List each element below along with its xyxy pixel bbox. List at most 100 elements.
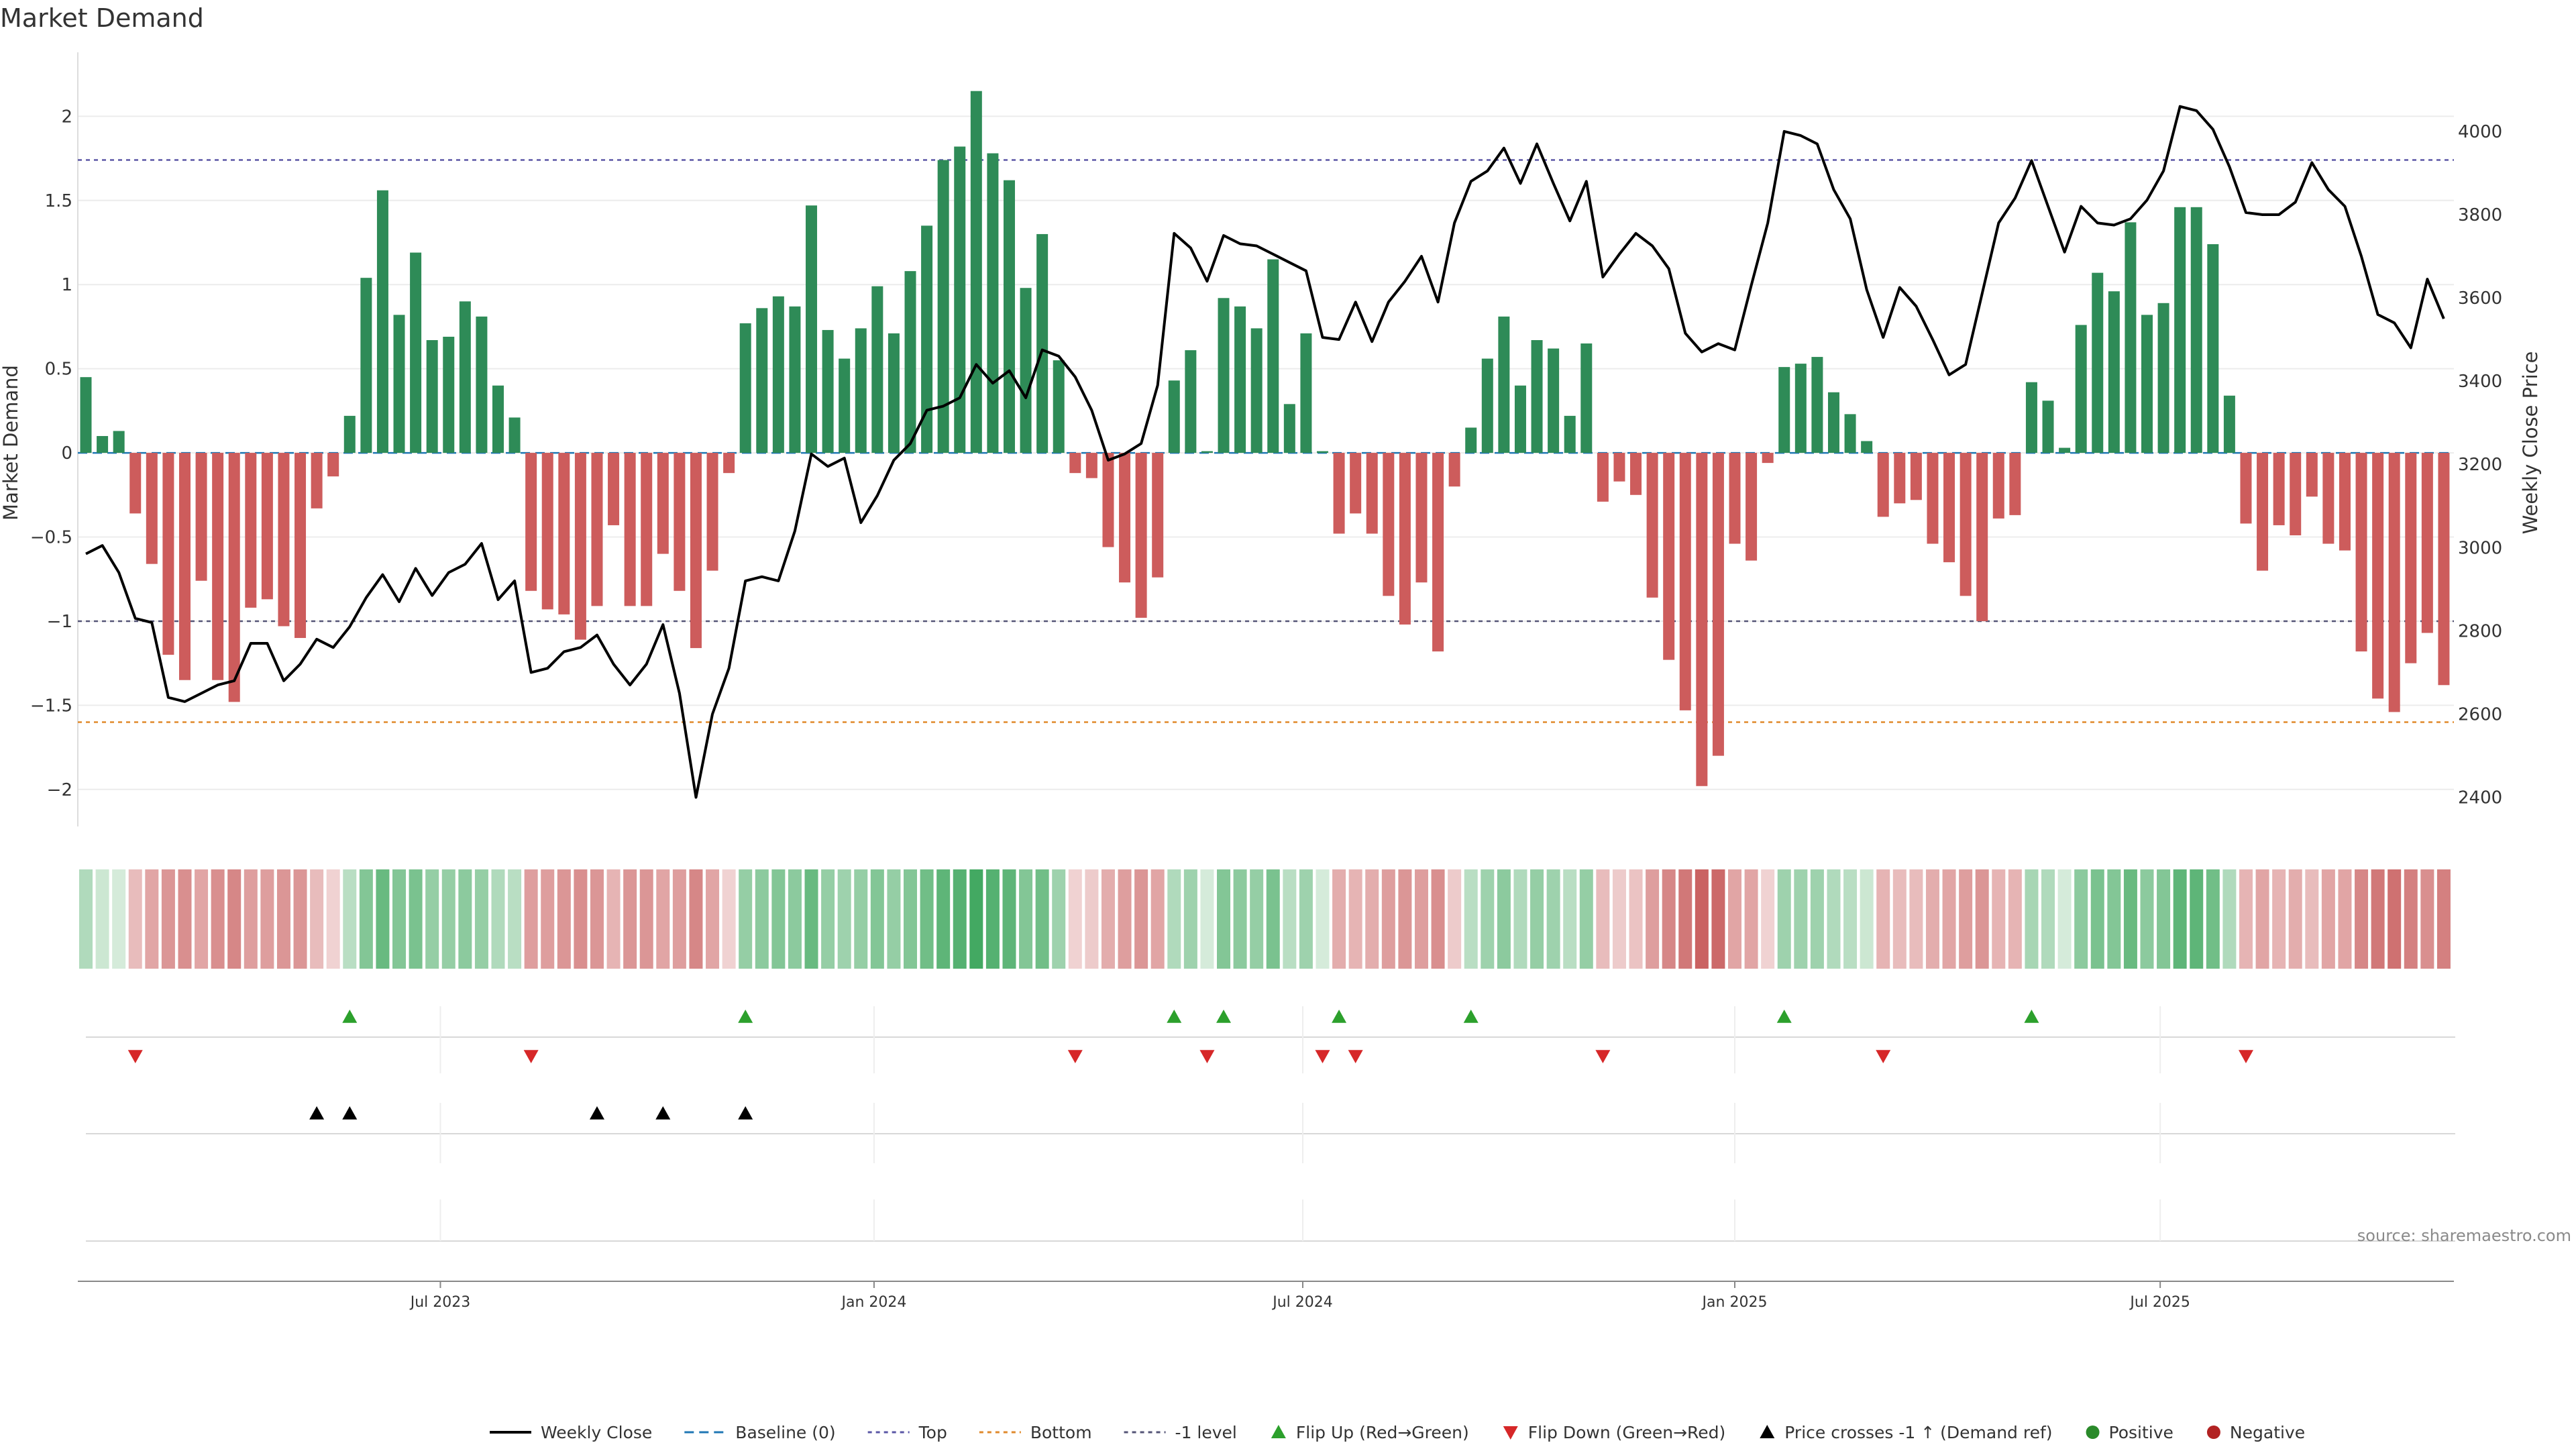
demand-bar <box>2059 447 2071 453</box>
heat-cell <box>244 869 258 969</box>
heat-cell <box>2140 869 2154 969</box>
demand-bar <box>508 417 521 453</box>
demand-bar <box>789 306 801 453</box>
heat-cell <box>1448 869 1462 969</box>
flip-down-marker <box>1315 1050 1330 1063</box>
heat-cell <box>524 869 538 969</box>
heat-cell <box>1925 869 1939 969</box>
heat-cell <box>1794 869 1808 969</box>
heat-cell <box>2222 869 2237 969</box>
demand-bar <box>1481 358 1493 453</box>
heat-cell <box>2041 869 2055 969</box>
demand-bar <box>871 286 883 453</box>
demand-bar <box>756 308 768 453</box>
heat-cell <box>2008 869 2022 969</box>
demand-bar <box>492 385 504 453</box>
heat-cell <box>606 869 621 969</box>
heat-cell <box>1695 869 1709 969</box>
demand-bar <box>476 316 488 453</box>
price-cross-marker <box>309 1106 325 1120</box>
demand-bar <box>162 453 174 655</box>
demand-heatmap-strip <box>79 869 2451 969</box>
heat-cell <box>2157 869 2171 969</box>
heat-cell <box>1250 869 1264 969</box>
demand-bar <box>1366 453 1378 534</box>
demand-bar <box>327 453 339 477</box>
heat-cell <box>227 869 241 969</box>
flip-down-marker <box>1067 1050 1083 1063</box>
demand-bar <box>80 377 92 453</box>
demand-bar <box>641 453 653 606</box>
flip-down-marker <box>523 1050 539 1063</box>
heat-cell <box>2371 869 2385 969</box>
heat-cell <box>1414 869 1428 969</box>
heat-cell <box>458 869 472 969</box>
right-axis-label: Weekly Close Price <box>2519 352 2542 535</box>
heat-cell <box>392 869 407 969</box>
heat-cell <box>969 869 983 969</box>
heat-cell <box>95 869 109 969</box>
heat-cell <box>112 869 126 969</box>
left-axis-ticks: 2 1.5 1 0.5 0 −0.5 −1 −1.5 −2 <box>30 107 72 800</box>
heat-cell <box>1530 869 1544 969</box>
heat-cell <box>2387 869 2402 969</box>
demand-bar <box>2339 453 2351 551</box>
demand-bar <box>1663 453 1675 660</box>
demand-bar <box>1415 453 1428 583</box>
demand-bar <box>2190 207 2202 453</box>
heat-cell <box>1646 869 1660 969</box>
price-cross-marker <box>589 1106 604 1120</box>
heat-cell <box>1629 869 1643 969</box>
legend-minus1-label: -1 level <box>1175 1423 1237 1442</box>
flip-up-marker <box>2024 1010 2039 1023</box>
demand-bar <box>393 315 405 453</box>
demand-bar <box>2108 291 2120 453</box>
heat-cell <box>1481 869 1495 969</box>
price-cross-marker <box>655 1106 671 1120</box>
demand-bar <box>212 453 224 680</box>
flip-up-marker <box>1463 1010 1479 1023</box>
heat-cell <box>1101 869 1115 969</box>
flip-down-marker <box>1595 1050 1611 1063</box>
demand-bar <box>970 91 982 453</box>
heat-cell <box>985 869 1000 969</box>
demand-bar <box>261 453 273 600</box>
heat-cell <box>1860 869 1874 969</box>
demand-bar <box>178 453 191 680</box>
right-tick-label: 3400 <box>2458 372 2502 392</box>
date-axis: Jul 2023 Jan 2024 Jul 2024 Jan 2025 Jul 2025 <box>78 1281 2454 1311</box>
reference-lines <box>78 159 2454 723</box>
left-axis-label: Market Demand <box>0 365 22 521</box>
heat-cell <box>739 869 753 969</box>
legend-flip-down-swatch <box>1503 1426 1518 1440</box>
heat-cell <box>2074 869 2088 969</box>
heat-cell <box>2321 869 2335 969</box>
heat-cell <box>1167 869 1181 969</box>
demand-bar <box>772 296 784 453</box>
heat-cell <box>1118 869 1132 969</box>
heat-cell <box>2288 869 2302 969</box>
demand-bar <box>1943 453 1955 563</box>
demand-bar <box>146 453 158 564</box>
demand-bar <box>541 453 553 610</box>
legend-flip-up-label: Flip Up (Red→Green) <box>1296 1423 1469 1442</box>
heat-cell <box>343 869 357 969</box>
demand-bar <box>1448 453 1460 487</box>
right-tick-label: 3800 <box>2458 205 2502 225</box>
demand-bar <box>1185 350 1197 453</box>
heat-cell <box>2107 869 2121 969</box>
heat-cell <box>359 869 373 969</box>
heat-cell <box>178 869 192 969</box>
demand-bar <box>855 328 867 453</box>
heat-cell <box>1761 869 1775 969</box>
right-tick-label: 3600 <box>2458 288 2502 309</box>
demand-bar <box>1811 357 1823 453</box>
demand-bar <box>1877 453 1889 517</box>
heat-cell <box>689 869 703 969</box>
demand-bar <box>2306 453 2318 497</box>
demand-bar <box>2075 325 2087 453</box>
heat-cell <box>1134 869 1148 969</box>
demand-bar <box>228 453 240 702</box>
legend-flip-up-swatch <box>1271 1425 1286 1438</box>
demand-bar <box>624 453 636 606</box>
